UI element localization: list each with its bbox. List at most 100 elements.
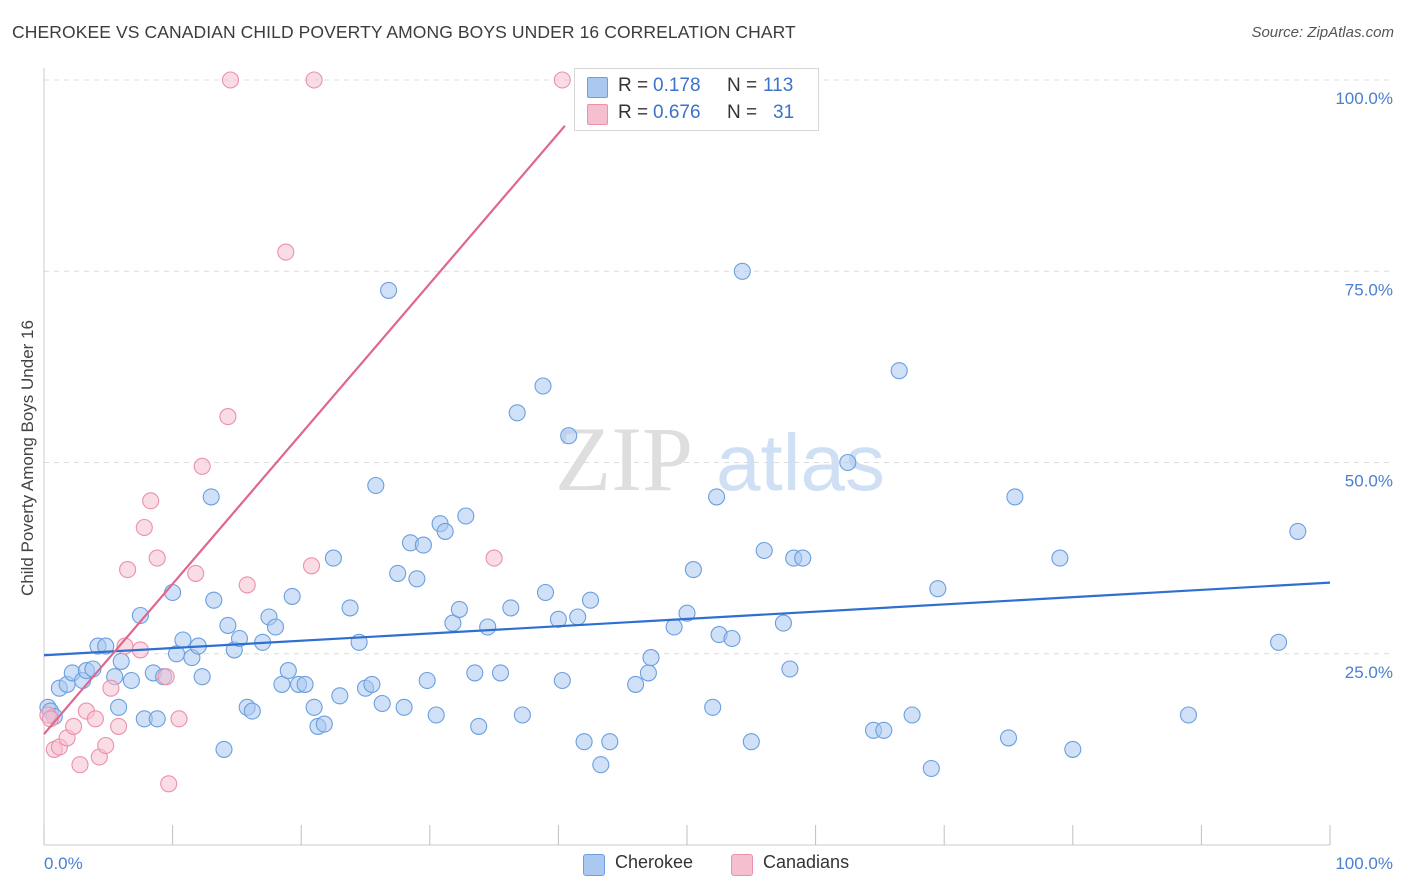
canadians-point [135,518,153,537]
canadians-point [97,736,115,755]
tick-labels: 25.0% 50.0% 75.0% 100.0% 0.0% 100.0% [44,89,1393,873]
cherokee-point [164,583,182,602]
cherokee-point [110,698,128,716]
canadians-point [193,457,211,475]
cherokee-point [742,733,760,751]
cherokee-point [534,377,552,395]
cherokee-point [508,404,526,422]
cherokee-point [639,664,657,682]
cherokee-point [491,664,510,682]
canadians-point [221,71,240,89]
cherokee-point [560,427,578,445]
legend-r-label: R = [618,75,649,96]
cherokee-point [414,536,432,554]
cherokee-point [575,733,593,751]
cherokee-point [305,698,323,716]
cherokee-point [243,702,261,720]
cherokee-point [999,729,1018,747]
canadians-point [277,243,295,261]
cherokee-point [479,618,497,636]
legend-n-value: 113 [763,75,794,96]
cherokee-point [341,599,359,617]
canadians-point [187,564,205,582]
cherokee-point [466,664,484,682]
cherokee-point [373,694,391,713]
canadians-point [110,717,128,735]
grid-lines [44,79,1394,655]
cherokee-point [794,549,812,567]
x-tick-label: 100.0% [1335,854,1393,873]
cherokee-point [875,721,893,739]
canadians-point [160,775,178,793]
cherokee-point [202,488,220,506]
watermark-atlas: atlas [716,418,885,507]
cherokee-point [536,583,555,602]
cherokee-point [97,637,115,655]
cherokee-point [148,710,166,728]
y-tick-label: 50.0% [1345,472,1393,491]
cherokee-point [331,687,349,705]
cherokee-point [367,476,385,495]
cherokee-point [230,629,249,648]
legend-label-canadians: Canadians [763,852,850,872]
watermark-zip: ZIP [555,408,693,510]
cherokee-point [1289,522,1307,540]
cherokee-point [1006,488,1024,506]
cherokee-point [470,717,488,735]
canadians-point [102,679,120,697]
cherokee-point [553,671,571,690]
y-tick-label: 75.0% [1345,280,1393,299]
cherokee-point [1270,633,1288,651]
legend-r-label: R = [618,102,649,123]
y-tick-label: 25.0% [1345,663,1393,682]
cherokee-point [408,570,426,588]
cherokee-point [395,698,413,716]
cherokee-point [929,580,947,598]
canadians-point [86,710,104,728]
cherokee-point [569,608,587,626]
cherokee-point [436,522,454,540]
canadians-point [305,71,323,89]
chart-title: CHEROKEE VS CANADIAN CHILD POVERTY AMONG… [12,22,796,42]
cherokee-point [457,507,475,525]
canadians-point [219,408,237,426]
canadians-point [71,756,89,774]
legend-label-cherokee: Cherokee [615,852,694,872]
cherokee-point [1179,706,1198,724]
cherokee-point [215,740,233,758]
cherokee-point [581,591,600,609]
cherokee-point [502,599,520,617]
canadians-point [302,557,321,575]
cherokee-swatch [587,77,608,98]
cherokee-point [112,652,130,670]
legend-n-value: 31 [773,102,795,123]
canadians-point [170,710,188,728]
cherokee-point [678,604,696,622]
cherokee-point [122,671,140,690]
canadians-point [238,576,256,594]
canadians-point [148,549,166,567]
cherokee-point [315,715,333,733]
cherokee-trend-line [43,581,1331,657]
cherokee-point [839,453,857,472]
canadians-point [65,717,83,735]
cherokee-point [704,698,722,716]
canadians-legend-swatch [731,854,753,876]
legend-r-value: 0.178 [653,75,701,96]
cherokee-point [642,649,660,667]
cherokee-point [665,618,683,636]
x-tick-label: 0.0% [44,854,83,873]
cherokee-point [708,488,726,506]
legend-n-label: N = [727,102,758,123]
trend-lines [43,125,1331,735]
canadians-swatch [587,104,608,125]
cherokee-point [283,587,301,605]
cherokee-point [193,668,211,686]
canadians-point [553,71,571,89]
legend-n-label: N = [727,75,758,96]
cherokee-point [296,675,314,693]
canadians-trend-line [43,125,566,735]
cherokee-legend-swatch [583,854,605,876]
cherokee-point [781,660,799,678]
canadians-point [142,492,160,510]
